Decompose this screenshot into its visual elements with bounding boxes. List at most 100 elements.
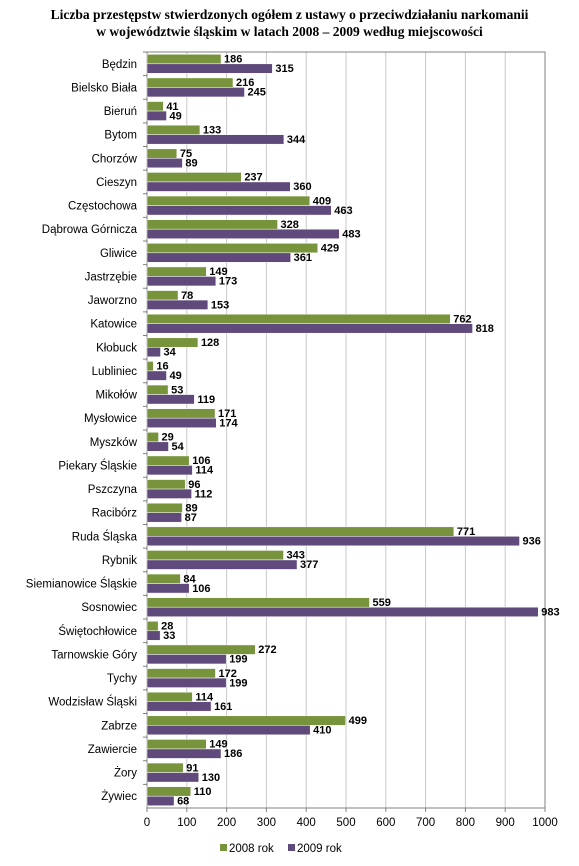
category-label: Tychy: [107, 673, 137, 685]
data-label: 328: [281, 219, 299, 231]
data-label: 361: [294, 252, 312, 264]
data-label: 771: [457, 526, 475, 538]
data-label: 68: [177, 795, 189, 807]
data-label: 133: [203, 124, 221, 136]
bar-series-2: [146, 205, 332, 216]
bar-series-1: [146, 432, 159, 443]
data-label: 128: [201, 337, 219, 349]
data-label: 54: [171, 441, 184, 453]
category-label: Tarnowskie Góry: [51, 649, 137, 661]
legend-swatch: [220, 844, 227, 851]
bar-series-2: [146, 323, 473, 334]
bar-series-2: [146, 158, 183, 169]
category-label: Katowice: [90, 319, 137, 331]
bar-series-2: [146, 394, 195, 405]
data-label: 173: [219, 276, 237, 288]
category-label: Będzin: [102, 59, 137, 71]
data-label: 245: [248, 87, 266, 99]
data-label: 89: [185, 502, 197, 514]
bar-series-1: [146, 455, 190, 466]
data-label: 96: [188, 479, 200, 491]
data-label: 272: [258, 644, 276, 656]
bar-series-2: [146, 725, 311, 736]
data-label: 34: [164, 347, 177, 359]
category-label: Jaworzno: [88, 295, 137, 307]
bar-series-2: [146, 134, 285, 145]
data-label: 216: [236, 77, 254, 89]
data-label: 130: [202, 772, 220, 784]
data-label: 174: [219, 417, 238, 429]
data-label: 936: [523, 536, 541, 548]
category-label: Rybnik: [102, 555, 137, 567]
data-label: 106: [192, 455, 210, 467]
data-label: 106: [192, 583, 210, 595]
category-label: Jastrzębie: [85, 271, 137, 283]
data-label: 186: [224, 748, 242, 760]
bar-series-2: [146, 370, 167, 381]
bar-series-1: [146, 101, 164, 112]
category-label: Dąbrowa Górnicza: [42, 224, 138, 236]
category-label: Sosnowiec: [81, 602, 137, 614]
category-label: Bieruń: [104, 106, 137, 118]
data-label: 559: [372, 597, 390, 609]
data-label: 33: [163, 630, 175, 642]
category-label: Siemianowice Śląskie: [26, 578, 137, 591]
bar-series-1: [146, 337, 199, 348]
data-label: 343: [287, 550, 305, 562]
bar-series-2: [146, 87, 245, 98]
data-label: 818: [476, 323, 494, 335]
category-label: Mysłowice: [84, 413, 137, 425]
data-label: 49: [170, 370, 182, 382]
bar-series-1: [146, 77, 234, 88]
bar-series-2: [146, 110, 167, 121]
category-label: Piekary Śląskie: [58, 459, 137, 472]
bar-series-2: [146, 654, 227, 665]
x-tick-label: 200: [217, 817, 236, 829]
category-label: Zawiercie: [88, 744, 137, 756]
bar-series-1: [146, 313, 451, 324]
bar-series-1: [146, 243, 318, 254]
data-label: 149: [209, 266, 227, 278]
bar-series-2: [146, 583, 190, 594]
bar-series-2: [146, 606, 539, 617]
bar-series-1: [146, 124, 201, 135]
data-label: 16: [156, 361, 168, 373]
bar-series-1: [146, 172, 242, 183]
data-label: 89: [185, 158, 197, 170]
data-label: 237: [244, 172, 262, 184]
bar-series-2: [146, 276, 217, 287]
data-label: 199: [229, 654, 247, 666]
chart-title-line-1: Liczba przestępstw stwierdzonych ogółem …: [50, 7, 529, 22]
data-label: 153: [211, 299, 229, 311]
x-tick-label: 500: [336, 817, 355, 829]
bar-series-1: [146, 762, 184, 773]
bar-series-2: [146, 465, 193, 476]
legend-label: 2008 rok: [229, 843, 274, 855]
bar-series-1: [146, 479, 186, 490]
data-label: 75: [180, 148, 192, 160]
legend-label: 2009 rok: [297, 843, 342, 855]
category-label: Pszczyna: [88, 484, 138, 496]
bar-series-1: [146, 148, 178, 159]
category-label: Bielsko Biała: [71, 82, 137, 94]
data-label: 49: [170, 110, 182, 122]
data-label: 161: [214, 701, 232, 713]
category-label: Bytom: [104, 130, 137, 142]
bar-series-1: [146, 408, 216, 419]
bar-series-2: [146, 417, 217, 428]
bar-series-2: [146, 795, 175, 806]
data-label: 344: [287, 134, 306, 146]
data-label: 91: [186, 762, 198, 774]
category-label: Chorzów: [92, 153, 138, 165]
x-tick-label: 700: [416, 817, 435, 829]
bar-series-1: [146, 384, 169, 395]
bar-series-2: [146, 181, 291, 192]
bar-series-2: [146, 512, 182, 523]
bar-series-1: [146, 502, 183, 513]
data-label: 199: [229, 677, 247, 689]
bar-series-1: [146, 621, 159, 632]
category-label: Lubliniec: [92, 366, 138, 378]
bar-series-1: [146, 739, 207, 750]
bar-series-1: [146, 550, 284, 561]
